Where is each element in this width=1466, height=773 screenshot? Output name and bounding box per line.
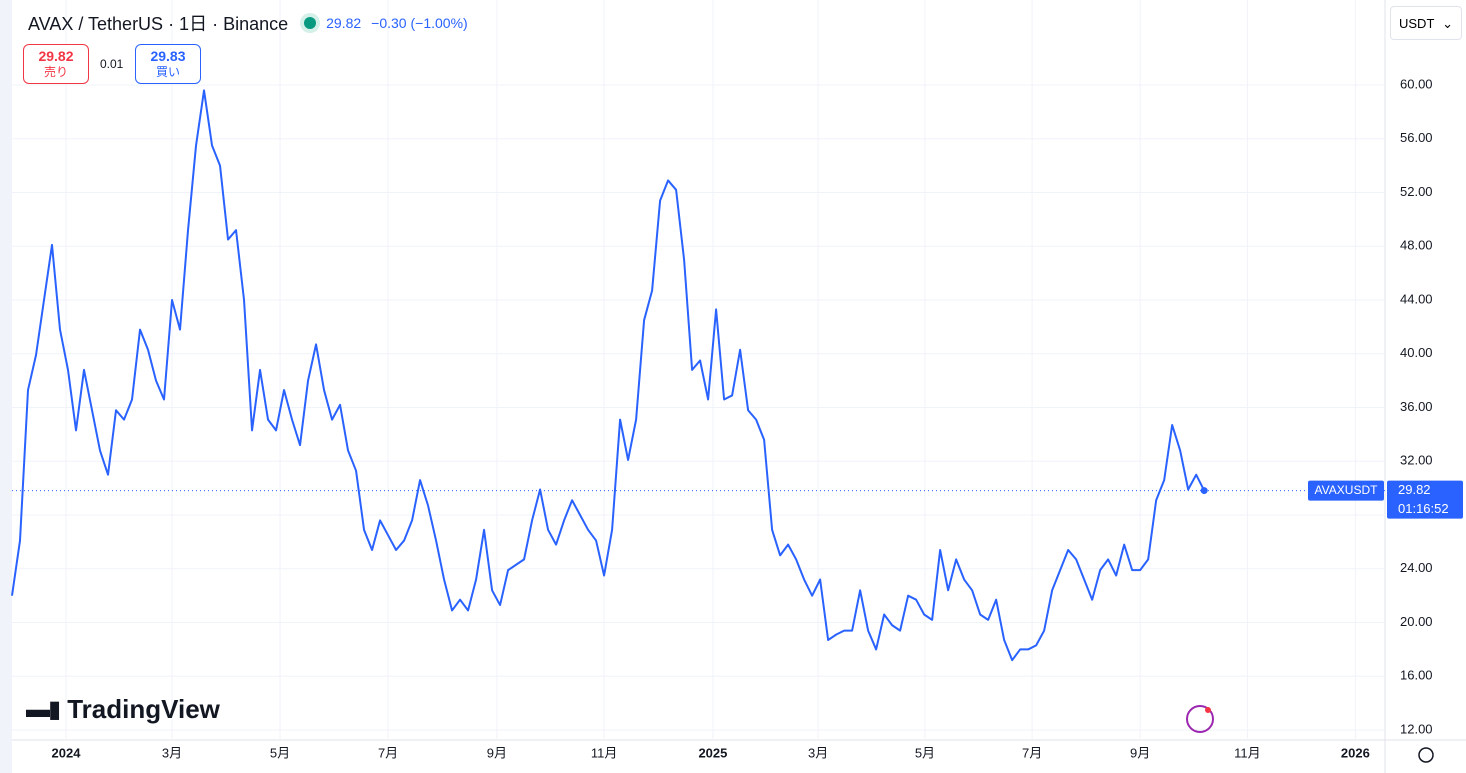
- price: 29.82: [326, 15, 362, 31]
- y-tick-label: 40.00: [1400, 345, 1433, 360]
- grid: [12, 0, 1385, 740]
- axes: 12.0016.0020.0024.0028.0032.0036.0040.00…: [52, 76, 1463, 760]
- y-tick-label: 44.00: [1400, 291, 1433, 306]
- y-tick-label: 12.00: [1400, 721, 1433, 736]
- x-tick-label: 9月: [487, 745, 507, 760]
- countdown: 01:16:52: [1398, 501, 1449, 516]
- alert-dot: [1205, 707, 1211, 713]
- x-tick-label: 5月: [915, 745, 935, 760]
- left-strip: [0, 0, 12, 773]
- y-tick-label: 60.00: [1400, 76, 1433, 91]
- y-tick-label: 16.00: [1400, 668, 1433, 683]
- logo-text: TradingView: [67, 694, 220, 724]
- y-tick-label: 36.00: [1400, 399, 1433, 414]
- symbol[interactable]: AVAX / TetherUS · 1日 · Binance: [28, 14, 289, 34]
- change: −0.30 (−1.00%): [371, 15, 468, 31]
- buy-label: 買い: [155, 65, 180, 79]
- x-tick-label: 7月: [378, 745, 398, 760]
- y-tick-label: 48.00: [1400, 238, 1433, 253]
- price-line: [11, 89, 1206, 662]
- y-tick-label: 56.00: [1400, 130, 1433, 145]
- x-tick-label: 11月: [591, 745, 618, 760]
- y-tick-label: 24.00: [1400, 560, 1433, 575]
- plot: [11, 89, 1385, 662]
- x-tick-label: 3月: [162, 745, 182, 760]
- y-tick-label: 52.00: [1400, 184, 1433, 199]
- x-tick-label: 2024: [52, 745, 82, 760]
- currency: USDT: [1399, 16, 1435, 31]
- alert-icon[interactable]: [1186, 705, 1214, 733]
- sell-price: 29.82: [38, 48, 74, 64]
- buy-button[interactable]: 29.83 買い: [135, 44, 201, 84]
- sell-button[interactable]: 29.82 売り: [23, 44, 89, 84]
- buy-price: 29.83: [150, 48, 186, 64]
- y-tick-label: 20.00: [1400, 614, 1433, 629]
- x-tick-label: 2026: [1341, 745, 1370, 760]
- price-tag-value: 29.82: [1398, 482, 1431, 497]
- price-tag: [1387, 480, 1463, 519]
- x-tick-label: 7月: [1022, 745, 1042, 760]
- symbol-tag-label: AVAXUSDT: [1315, 483, 1379, 497]
- symbol-tag: [1308, 480, 1384, 501]
- settings-icon[interactable]: [1418, 747, 1434, 763]
- spread: 0.01: [100, 57, 124, 71]
- x-tick-label: 2025: [698, 745, 727, 760]
- y-tick-label: 32.00: [1400, 453, 1433, 468]
- logo: ▬▮ TradingView: [26, 694, 220, 724]
- symbol-header: AVAX / TetherUS · 1日 · Binance 29.82 −0.…: [28, 10, 468, 36]
- x-tick-label: 3月: [808, 745, 828, 760]
- currency-select[interactable]: USDT ⌄: [1390, 6, 1462, 40]
- x-tick-label: 9月: [1130, 745, 1150, 760]
- x-tick-label: 5月: [270, 745, 290, 760]
- sell-label: 売り: [43, 65, 68, 79]
- x-tick-label: 11月: [1234, 745, 1261, 760]
- status-dot: [304, 17, 317, 29]
